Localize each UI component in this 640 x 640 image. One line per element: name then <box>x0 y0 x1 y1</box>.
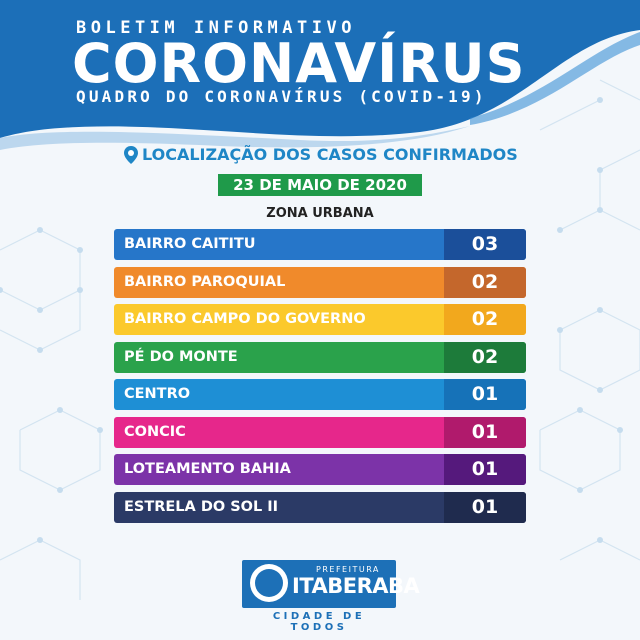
neighborhood-name: BAIRRO PAROQUIAL <box>124 273 286 290</box>
list-item: CENTRO 01 <box>114 379 526 410</box>
list-item: BAIRRO CAITITU 03 <box>114 229 526 260</box>
case-count: 02 <box>444 266 526 298</box>
case-count: 01 <box>444 379 526 410</box>
neighborhood-name: BAIRRO CAMPO DO GOVERNO <box>124 311 366 327</box>
case-count: 01 <box>444 491 526 523</box>
logo-tagline: CIDADE DE TODOS <box>272 611 366 633</box>
list-item: CONCIC 01 <box>114 416 526 448</box>
case-count: 03 <box>444 229 526 260</box>
list-item: BAIRRO PAROQUIAL 02 <box>114 266 526 298</box>
neighborhood-name: CENTRO <box>124 386 191 402</box>
neighborhood-name: BAIRRO CAITITU <box>124 236 256 252</box>
itaberaba-logo: PREFEITURA ITABERABA <box>242 560 420 608</box>
neighborhood-name: LOTEAMENTO BAHIA <box>124 461 291 477</box>
header-subtitle: QUADRO DO CORONAVÍRUS (COVID-19) <box>76 87 487 106</box>
city-seal-icon <box>250 564 288 602</box>
neighborhood-name: ESTRELA DO SOL II <box>124 498 279 515</box>
header-title: CORONAVÍRUS <box>72 32 526 95</box>
location-heading: LOCALIZAÇÃO DOS CASOS CONFIRMADOS <box>124 145 518 164</box>
list-item: LOTEAMENTO BAHIA 01 <box>114 454 526 485</box>
header-kicker: BOLETIM INFORMATIVO <box>76 18 356 38</box>
cases-list: BAIRRO CAITITU 03 BAIRRO PAROQUIAL 02 BAIRRO… <box>114 229 526 529</box>
case-count: 02 <box>444 341 526 373</box>
zone-label: ZONA URBANA <box>266 206 374 221</box>
neighborhood-name: CONCIC <box>124 423 186 440</box>
list-item: ESTRELA DO SOL II 01 <box>114 491 526 523</box>
case-count: 01 <box>444 416 526 448</box>
list-item: PÉ DO MONTE 02 <box>114 341 526 373</box>
list-item: BAIRRO CAMPO DO GOVERNO 02 <box>114 304 526 335</box>
logo-city: ITABERABA <box>292 574 420 598</box>
case-count: 02 <box>444 304 526 335</box>
logo-prefix: PREFEITURA <box>316 565 380 574</box>
header-banner <box>0 0 640 150</box>
map-pin-icon <box>124 145 138 164</box>
neighborhood-name: PÉ DO MONTE <box>124 348 238 365</box>
location-title: LOCALIZAÇÃO DOS CASOS CONFIRMADOS <box>142 145 518 164</box>
date-badge: 23 DE MAIO DE 2020 <box>218 174 422 196</box>
case-count: 01 <box>444 454 526 485</box>
